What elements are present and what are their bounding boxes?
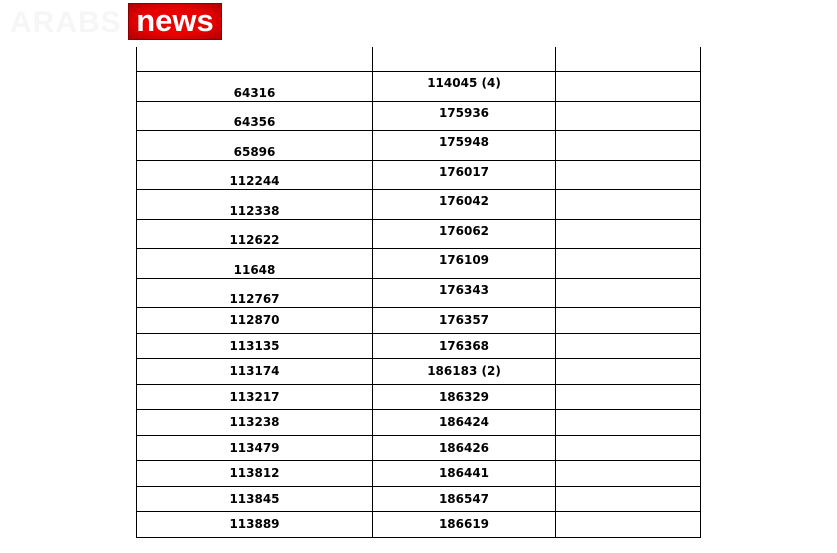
table-cell: 114045 (4) — [372, 71, 556, 102]
table-cell — [555, 100, 701, 131]
table-cell — [555, 248, 701, 279]
table-cell — [555, 409, 701, 436]
table-row: 11648 176109 — [136, 248, 701, 279]
table-cell — [555, 383, 701, 410]
table-cell: 113238 — [136, 409, 373, 436]
table-row: 113217 186329 — [136, 383, 701, 410]
table-row: 113889 186619 — [136, 511, 701, 538]
table-cell: 112622 — [136, 218, 373, 249]
table-cell: 64316 — [136, 71, 373, 102]
table-cell: 113812 — [136, 460, 373, 487]
table-cell: 186183 (2) — [372, 358, 556, 385]
table-header-row — [136, 47, 701, 72]
table-cell: 112338 — [136, 189, 373, 220]
table-cell: 113479 — [136, 434, 373, 461]
header-cell — [555, 47, 701, 72]
table-row: 113845 186547 — [136, 485, 701, 512]
table-cell: 113135 — [136, 332, 373, 359]
table-cell — [555, 71, 701, 102]
table-row: 113812 186441 — [136, 460, 701, 487]
table-cell: 11648 — [136, 248, 373, 279]
table-cell: 113889 — [136, 511, 373, 538]
table-cell — [555, 511, 701, 538]
table-cell: 112767 — [136, 277, 373, 308]
table-cell: 112870 — [136, 307, 373, 334]
table-cell — [555, 358, 701, 385]
table-cell: 186426 — [372, 434, 556, 461]
table-row: 112244 176017 — [136, 159, 701, 190]
header-cell — [136, 47, 373, 72]
table-row: 113135 176368 — [136, 332, 701, 359]
table-cell: 64356 — [136, 100, 373, 131]
table-cell — [555, 434, 701, 461]
table-cell — [555, 159, 701, 190]
table-cell: 175948 — [372, 130, 556, 161]
table-cell: 186329 — [372, 383, 556, 410]
table-cell: 113174 — [136, 358, 373, 385]
table-cell: 65896 — [136, 130, 373, 161]
table-row: 112767 176343 — [136, 277, 701, 308]
table-row: 64356 175936 — [136, 100, 701, 131]
table-row: 112870 176357 — [136, 307, 701, 334]
header-cell — [372, 47, 556, 72]
table-row: 113174 186183 (2) — [136, 358, 701, 385]
table-cell — [555, 218, 701, 249]
table-cell: 176109 — [372, 248, 556, 279]
table-cell: 186441 — [372, 460, 556, 487]
table-row: 112338 176042 — [136, 189, 701, 220]
table-row: 65896 175948 — [136, 130, 701, 161]
table-cell: 112244 — [136, 159, 373, 190]
table-cell — [555, 189, 701, 220]
table-row: 64316 114045 (4) — [136, 71, 701, 102]
table-cell: 176017 — [372, 159, 556, 190]
table-cell: 176368 — [372, 332, 556, 359]
table-cell: 113217 — [136, 383, 373, 410]
logo-news-box: news — [128, 3, 222, 40]
logo-arabs-text: ARABS — [10, 6, 122, 39]
table-cell — [555, 460, 701, 487]
table-cell: 186547 — [372, 485, 556, 512]
table-cell — [555, 485, 701, 512]
table-cell: 176343 — [372, 277, 556, 308]
table-cell: 186619 — [372, 511, 556, 538]
table-row: 113238 186424 — [136, 409, 701, 436]
table-row: 113479 186426 — [136, 434, 701, 461]
table-cell: 113845 — [136, 485, 373, 512]
table-cell: 176042 — [372, 189, 556, 220]
table-row: 112622 176062 — [136, 218, 701, 249]
table-cell: 176357 — [372, 307, 556, 334]
table-cell: 176062 — [372, 218, 556, 249]
table-cell — [555, 277, 701, 308]
table-cell — [555, 307, 701, 334]
table-cell: 186424 — [372, 409, 556, 436]
numbers-table: 64316 114045 (4) 64356 175936 65896 175948 112… — [136, 47, 701, 538]
table-cell: 175936 — [372, 100, 556, 131]
table-cell — [555, 130, 701, 161]
table-cell — [555, 332, 701, 359]
